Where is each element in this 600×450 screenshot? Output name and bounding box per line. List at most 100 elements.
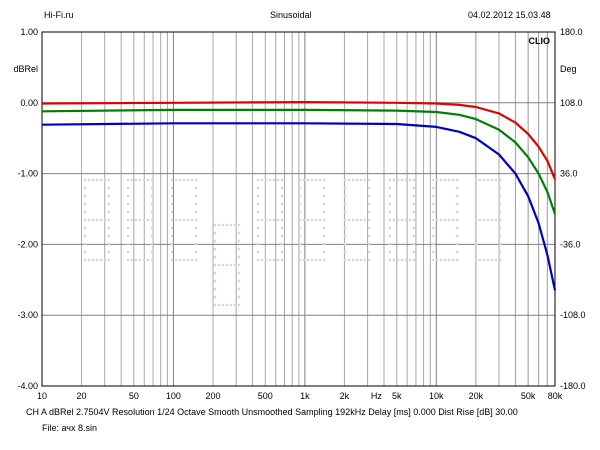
watermark-dot xyxy=(439,178,443,182)
watermark-dot xyxy=(388,234,392,238)
watermark-dot xyxy=(306,178,310,182)
watermark-dot xyxy=(388,210,392,214)
watermark-dot xyxy=(498,178,502,182)
watermark-dot xyxy=(107,210,111,214)
watermark-dot xyxy=(213,303,217,307)
watermark-dot xyxy=(392,218,396,222)
x-tick-label: 2k xyxy=(340,391,350,401)
watermark-dot xyxy=(91,258,95,262)
y-tick-label: -3.00 xyxy=(17,310,38,320)
series-line xyxy=(41,122,557,291)
watermark-dot xyxy=(138,258,142,262)
watermark-dot xyxy=(404,218,408,222)
watermark-dot xyxy=(233,223,237,227)
watermark-dot xyxy=(343,178,347,182)
watermark-dot xyxy=(280,226,284,230)
watermark-dot xyxy=(494,218,498,222)
watermark-dot xyxy=(388,218,392,222)
watermark-dot xyxy=(190,218,194,222)
watermark-dot xyxy=(474,234,478,238)
watermark-dot xyxy=(359,178,363,182)
watermark-dot xyxy=(264,218,268,222)
watermark-dot xyxy=(142,178,146,182)
x-tick-label: 20 xyxy=(77,391,87,401)
watermark-dot xyxy=(280,250,284,254)
watermark-dot xyxy=(367,234,371,238)
watermark-dot xyxy=(322,210,326,214)
watermark-dot xyxy=(498,258,502,262)
watermark-dot xyxy=(126,234,130,238)
watermark-dot xyxy=(237,287,241,291)
watermark-dot xyxy=(314,178,318,182)
watermark-dot xyxy=(431,218,435,222)
y-axis-label-right: Deg xyxy=(560,64,577,74)
watermark-dot xyxy=(272,258,276,262)
y-tick-label: -4.00 xyxy=(17,381,38,391)
watermark-dot xyxy=(170,202,174,206)
x-axis-label: Hz xyxy=(371,391,382,401)
watermark-dot xyxy=(130,178,134,182)
watermark-dot xyxy=(343,258,347,262)
x-tick-label: 200 xyxy=(205,391,220,401)
watermark-dot xyxy=(363,218,367,222)
watermark-dot xyxy=(107,234,111,238)
watermark-dot xyxy=(83,178,87,182)
watermark-dot xyxy=(443,218,447,222)
watermark-dot xyxy=(87,258,91,262)
watermark-dot xyxy=(447,218,451,222)
watermark-dot xyxy=(388,178,392,182)
watermark-dot xyxy=(237,279,241,283)
watermark-dot xyxy=(256,234,260,238)
watermark-dot xyxy=(83,186,87,190)
watermark-dot xyxy=(126,258,130,262)
x-tick-label: 50k xyxy=(521,391,536,401)
watermark-dot xyxy=(170,218,174,222)
watermark-dot xyxy=(146,258,150,262)
x-tick-label: 20k xyxy=(469,391,484,401)
watermark-dot xyxy=(367,250,371,254)
watermark-dot xyxy=(435,258,439,262)
watermark-dot xyxy=(150,186,154,190)
watermark-dot xyxy=(322,178,326,182)
series-line xyxy=(41,100,557,180)
watermark-dot xyxy=(260,218,264,222)
watermark-dot xyxy=(343,210,347,214)
watermark-dot xyxy=(107,186,111,190)
watermark-dot xyxy=(126,194,130,198)
x-tick-label: 5k xyxy=(392,391,402,401)
x-tick-label: 500 xyxy=(258,391,273,401)
watermark-dot xyxy=(194,194,198,198)
watermark-dot xyxy=(322,194,326,198)
watermark-dot xyxy=(130,218,134,222)
watermark-dot xyxy=(229,223,233,227)
watermark-dot xyxy=(455,178,459,182)
watermark-dot xyxy=(367,226,371,230)
watermark-dot xyxy=(474,226,478,230)
watermark-dot xyxy=(455,234,459,238)
watermark-dot xyxy=(367,178,371,182)
watermark-dot xyxy=(367,210,371,214)
watermark-dot xyxy=(126,210,130,214)
watermark-dot xyxy=(412,226,416,230)
watermark-dot xyxy=(194,218,198,222)
watermark-dot xyxy=(107,218,111,222)
watermark-dot xyxy=(126,218,130,222)
watermark-dot xyxy=(83,226,87,230)
watermark-dot xyxy=(478,258,482,262)
watermark-dot xyxy=(182,218,186,222)
watermark-dot xyxy=(95,178,99,182)
watermark-dot xyxy=(455,218,459,222)
watermark-dot xyxy=(455,186,459,190)
watermark-dot xyxy=(322,186,326,190)
watermark-dot xyxy=(126,178,130,182)
watermark-dot xyxy=(498,186,502,190)
watermark-dot xyxy=(194,258,198,262)
watermark-dot xyxy=(490,178,494,182)
watermark-dot xyxy=(126,226,130,230)
watermark-dot xyxy=(474,258,478,262)
watermark-dot xyxy=(351,178,355,182)
watermark-dot xyxy=(412,218,416,222)
watermark-dot xyxy=(431,202,435,206)
watermark-dot xyxy=(213,287,217,291)
watermark-dot xyxy=(482,258,486,262)
